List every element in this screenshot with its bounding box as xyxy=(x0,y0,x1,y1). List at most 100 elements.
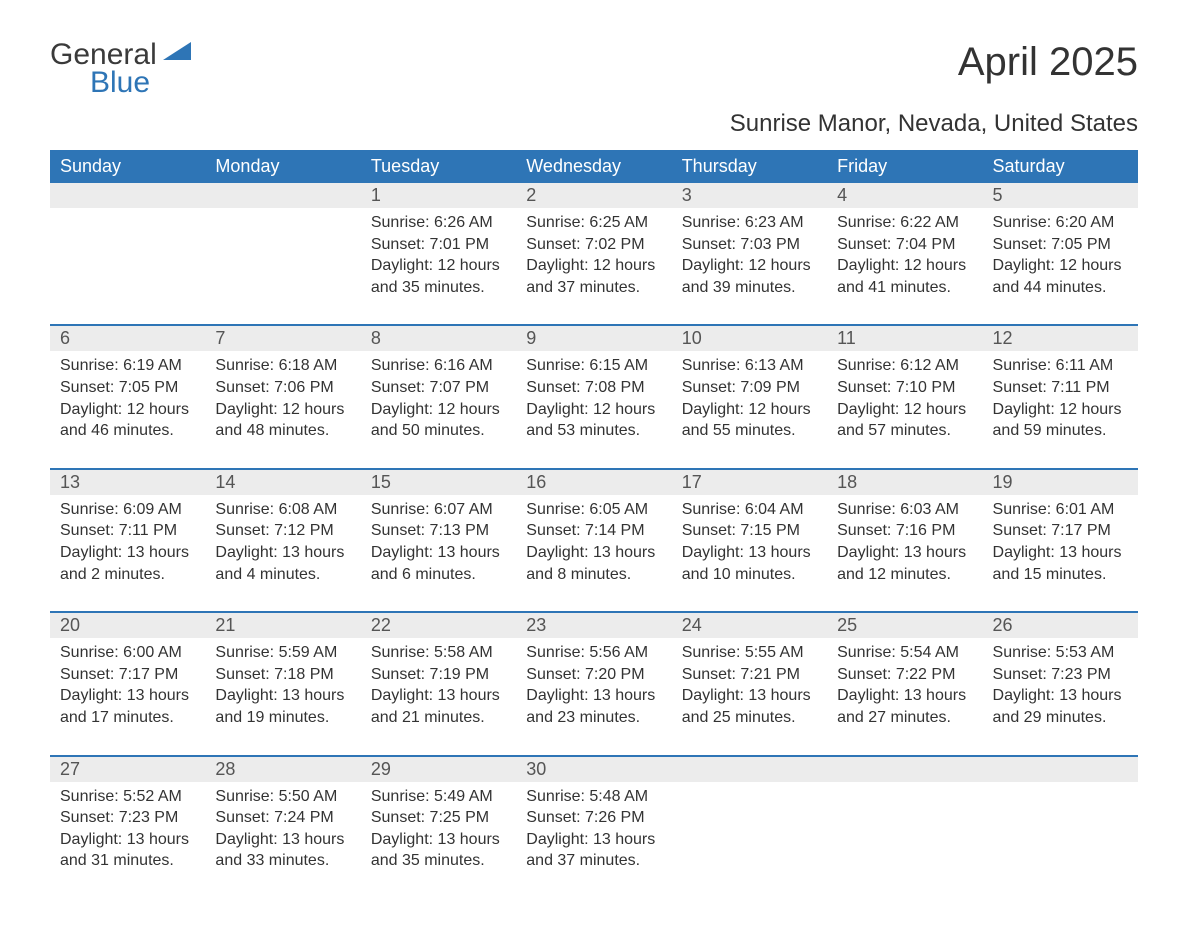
day-number-cell: 15 xyxy=(361,469,516,495)
sunrise-line: Sunrise: 6:12 AM xyxy=(837,355,972,377)
day-content-cell: Sunrise: 5:52 AMSunset: 7:23 PMDaylight:… xyxy=(50,782,205,898)
day-header: Thursday xyxy=(672,150,827,183)
day-number-cell: 19 xyxy=(983,469,1138,495)
daylight-line: Daylight: 12 hours and 50 minutes. xyxy=(371,399,506,442)
day-number-cell: 10 xyxy=(672,325,827,351)
day-number-cell: 13 xyxy=(50,469,205,495)
day-content-cell: Sunrise: 6:05 AMSunset: 7:14 PMDaylight:… xyxy=(516,495,671,612)
day-header: Sunday xyxy=(50,150,205,183)
day-number-cell: 26 xyxy=(983,612,1138,638)
day-content-cell: Sunrise: 5:49 AMSunset: 7:25 PMDaylight:… xyxy=(361,782,516,898)
sunset-line: Sunset: 7:22 PM xyxy=(837,664,972,686)
daylight-line: Daylight: 13 hours and 37 minutes. xyxy=(526,829,661,872)
day-number-cell: 27 xyxy=(50,756,205,782)
sunset-line: Sunset: 7:11 PM xyxy=(60,520,195,542)
calendar-body: 12345Sunrise: 6:26 AMSunset: 7:01 PMDayl… xyxy=(50,183,1138,898)
sunset-line: Sunset: 7:25 PM xyxy=(371,807,506,829)
day-number-cell: 25 xyxy=(827,612,982,638)
sunrise-line: Sunrise: 6:22 AM xyxy=(837,212,972,234)
day-content-cell: Sunrise: 6:09 AMSunset: 7:11 PMDaylight:… xyxy=(50,495,205,612)
day-content-cell xyxy=(205,208,360,325)
daylight-line: Daylight: 12 hours and 53 minutes. xyxy=(526,399,661,442)
logo-flag-icon xyxy=(163,42,191,69)
sunset-line: Sunset: 7:04 PM xyxy=(837,234,972,256)
sunrise-line: Sunrise: 6:23 AM xyxy=(682,212,817,234)
day-header: Friday xyxy=(827,150,982,183)
sunset-line: Sunset: 7:11 PM xyxy=(993,377,1128,399)
sunrise-line: Sunrise: 5:53 AM xyxy=(993,642,1128,664)
sunset-line: Sunset: 7:26 PM xyxy=(526,807,661,829)
daylight-line: Daylight: 13 hours and 27 minutes. xyxy=(837,685,972,728)
day-header: Tuesday xyxy=(361,150,516,183)
sunrise-line: Sunrise: 6:03 AM xyxy=(837,499,972,521)
day-content-row: Sunrise: 6:26 AMSunset: 7:01 PM Daylight:… xyxy=(50,208,1138,325)
sunrise-line: Sunrise: 6:20 AM xyxy=(993,212,1128,234)
day-number-cell: 18 xyxy=(827,469,982,495)
daylight-line: Daylight: 13 hours and 6 minutes. xyxy=(371,542,506,585)
daylight-line: Daylight: 12 hours and 48 minutes. xyxy=(215,399,350,442)
sunset-line: Sunset: 7:02 PM xyxy=(526,234,661,256)
daylight-line: Daylight: 13 hours and 35 minutes. xyxy=(371,829,506,872)
sunrise-line: Sunrise: 6:05 AM xyxy=(526,499,661,521)
daylight-line: Daylight: 12 hours and 41 minutes. xyxy=(837,255,972,298)
day-content-cell: Sunrise: 6:19 AMSunset: 7:05 PMDaylight:… xyxy=(50,351,205,468)
sunset-line: Sunset: 7:10 PM xyxy=(837,377,972,399)
day-content-cell: Sunrise: 6:26 AMSunset: 7:01 PMDaylight:… xyxy=(361,208,516,325)
sunset-line: Sunset: 7:05 PM xyxy=(993,234,1128,256)
day-content-cell: Sunrise: 6:16 AMSunset: 7:07 PMDaylight:… xyxy=(361,351,516,468)
daylight-line: Daylight: 12 hours and 44 minutes. xyxy=(993,255,1128,298)
sunset-line: Sunset: 7:13 PM xyxy=(371,520,506,542)
day-number-row: 27282930 xyxy=(50,756,1138,782)
daylight-line: Daylight: 12 hours and 46 minutes. xyxy=(60,399,195,442)
sunrise-line: Sunrise: 6:26 AM xyxy=(371,212,506,234)
day-number-cell: 21 xyxy=(205,612,360,638)
day-content-cell xyxy=(672,782,827,898)
day-number-cell: 7 xyxy=(205,325,360,351)
day-content-cell: Sunrise: 6:01 AMSunset: 7:17 PMDaylight:… xyxy=(983,495,1138,612)
daylight-line: Daylight: 13 hours and 15 minutes. xyxy=(993,542,1128,585)
daylight-line: Daylight: 13 hours and 19 minutes. xyxy=(215,685,350,728)
sunset-line: Sunset: 7:16 PM xyxy=(837,520,972,542)
sunrise-line: Sunrise: 6:04 AM xyxy=(682,499,817,521)
day-content-cell: Sunrise: 5:55 AMSunset: 7:21 PMDaylight:… xyxy=(672,638,827,755)
day-content-cell: Sunrise: 5:56 AMSunset: 7:20 PMDaylight:… xyxy=(516,638,671,755)
day-number-cell: 6 xyxy=(50,325,205,351)
sunset-line: Sunset: 7:24 PM xyxy=(215,807,350,829)
sunrise-line: Sunrise: 5:55 AM xyxy=(682,642,817,664)
day-content-cell: Sunrise: 6:08 AMSunset: 7:12 PMDaylight:… xyxy=(205,495,360,612)
sunrise-line: Sunrise: 5:59 AM xyxy=(215,642,350,664)
header: General Blue April 2025 xyxy=(50,40,1138,100)
sunset-line: Sunset: 7:20 PM xyxy=(526,664,661,686)
day-content-cell: Sunrise: 6:07 AMSunset: 7:13 PMDaylight:… xyxy=(361,495,516,612)
day-content-cell: Sunrise: 6:15 AMSunset: 7:08 PMDaylight:… xyxy=(516,351,671,468)
day-number-cell: 14 xyxy=(205,469,360,495)
day-number-cell: 5 xyxy=(983,183,1138,208)
day-content-cell: Sunrise: 5:48 AMSunset: 7:26 PMDaylight:… xyxy=(516,782,671,898)
sunrise-line: Sunrise: 6:16 AM xyxy=(371,355,506,377)
calendar-table: Sunday Monday Tuesday Wednesday Thursday… xyxy=(50,150,1138,898)
daylight-line: Daylight: 13 hours and 25 minutes. xyxy=(682,685,817,728)
day-content-cell: Sunrise: 6:00 AMSunset: 7:17 PMDaylight:… xyxy=(50,638,205,755)
logo: General Blue xyxy=(50,40,191,100)
day-header: Wednesday xyxy=(516,150,671,183)
sunset-line: Sunset: 7:23 PM xyxy=(993,664,1128,686)
sunset-line: Sunset: 7:23 PM xyxy=(60,807,195,829)
sunrise-line: Sunrise: 5:49 AM xyxy=(371,786,506,808)
location-subtitle: Sunrise Manor, Nevada, United States xyxy=(50,110,1138,138)
day-number-cell: 12 xyxy=(983,325,1138,351)
sunset-line: Sunset: 7:14 PM xyxy=(526,520,661,542)
sunrise-line: Sunrise: 6:08 AM xyxy=(215,499,350,521)
day-number-cell: 11 xyxy=(827,325,982,351)
sunrise-line: Sunrise: 6:11 AM xyxy=(993,355,1128,377)
day-header: Saturday xyxy=(983,150,1138,183)
day-content-cell: Sunrise: 6:13 AMSunset: 7:09 PMDaylight:… xyxy=(672,351,827,468)
daylight-line: Daylight: 13 hours and 17 minutes. xyxy=(60,685,195,728)
day-content-cell: Sunrise: 6:20 AMSunset: 7:05 PMDaylight:… xyxy=(983,208,1138,325)
sunrise-line: Sunrise: 5:54 AM xyxy=(837,642,972,664)
daylight-line: Daylight: 13 hours and 29 minutes. xyxy=(993,685,1128,728)
sunset-line: Sunset: 7:01 PM xyxy=(371,234,506,256)
day-content-row: Sunrise: 5:52 AMSunset: 7:23 PMDaylight:… xyxy=(50,782,1138,898)
day-number-cell: 9 xyxy=(516,325,671,351)
sunrise-line: Sunrise: 5:50 AM xyxy=(215,786,350,808)
daylight-line: Daylight: 13 hours and 8 minutes. xyxy=(526,542,661,585)
